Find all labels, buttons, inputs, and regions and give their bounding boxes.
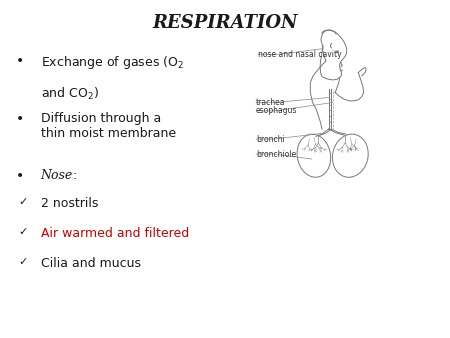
Text: bronchi: bronchi	[256, 135, 285, 144]
Text: RESPIRATION: RESPIRATION	[152, 15, 298, 32]
Text: Nose: Nose	[40, 169, 73, 182]
Text: :: :	[72, 169, 77, 182]
Text: ✓: ✓	[18, 197, 28, 207]
Text: and CO$_2$): and CO$_2$)	[40, 86, 99, 102]
Text: esophagus: esophagus	[256, 106, 297, 115]
Text: ✓: ✓	[18, 257, 28, 267]
Text: Diffusion through a
thin moist membrane: Diffusion through a thin moist membrane	[40, 113, 176, 141]
Circle shape	[336, 51, 339, 53]
Text: •: •	[16, 169, 24, 183]
Text: nose and nasal cavity: nose and nasal cavity	[258, 50, 342, 59]
Text: •: •	[16, 113, 24, 126]
Text: ✓: ✓	[18, 227, 28, 237]
Text: Air warmed and filtered: Air warmed and filtered	[40, 227, 189, 240]
Text: •: •	[16, 54, 24, 68]
Text: trachea: trachea	[256, 98, 286, 107]
Text: Cilia and mucus: Cilia and mucus	[40, 257, 140, 270]
Text: bronchiole: bronchiole	[256, 149, 297, 159]
Text: 2 nostrils: 2 nostrils	[40, 197, 98, 210]
Text: Exchange of gases (O$_2$: Exchange of gases (O$_2$	[40, 54, 184, 71]
